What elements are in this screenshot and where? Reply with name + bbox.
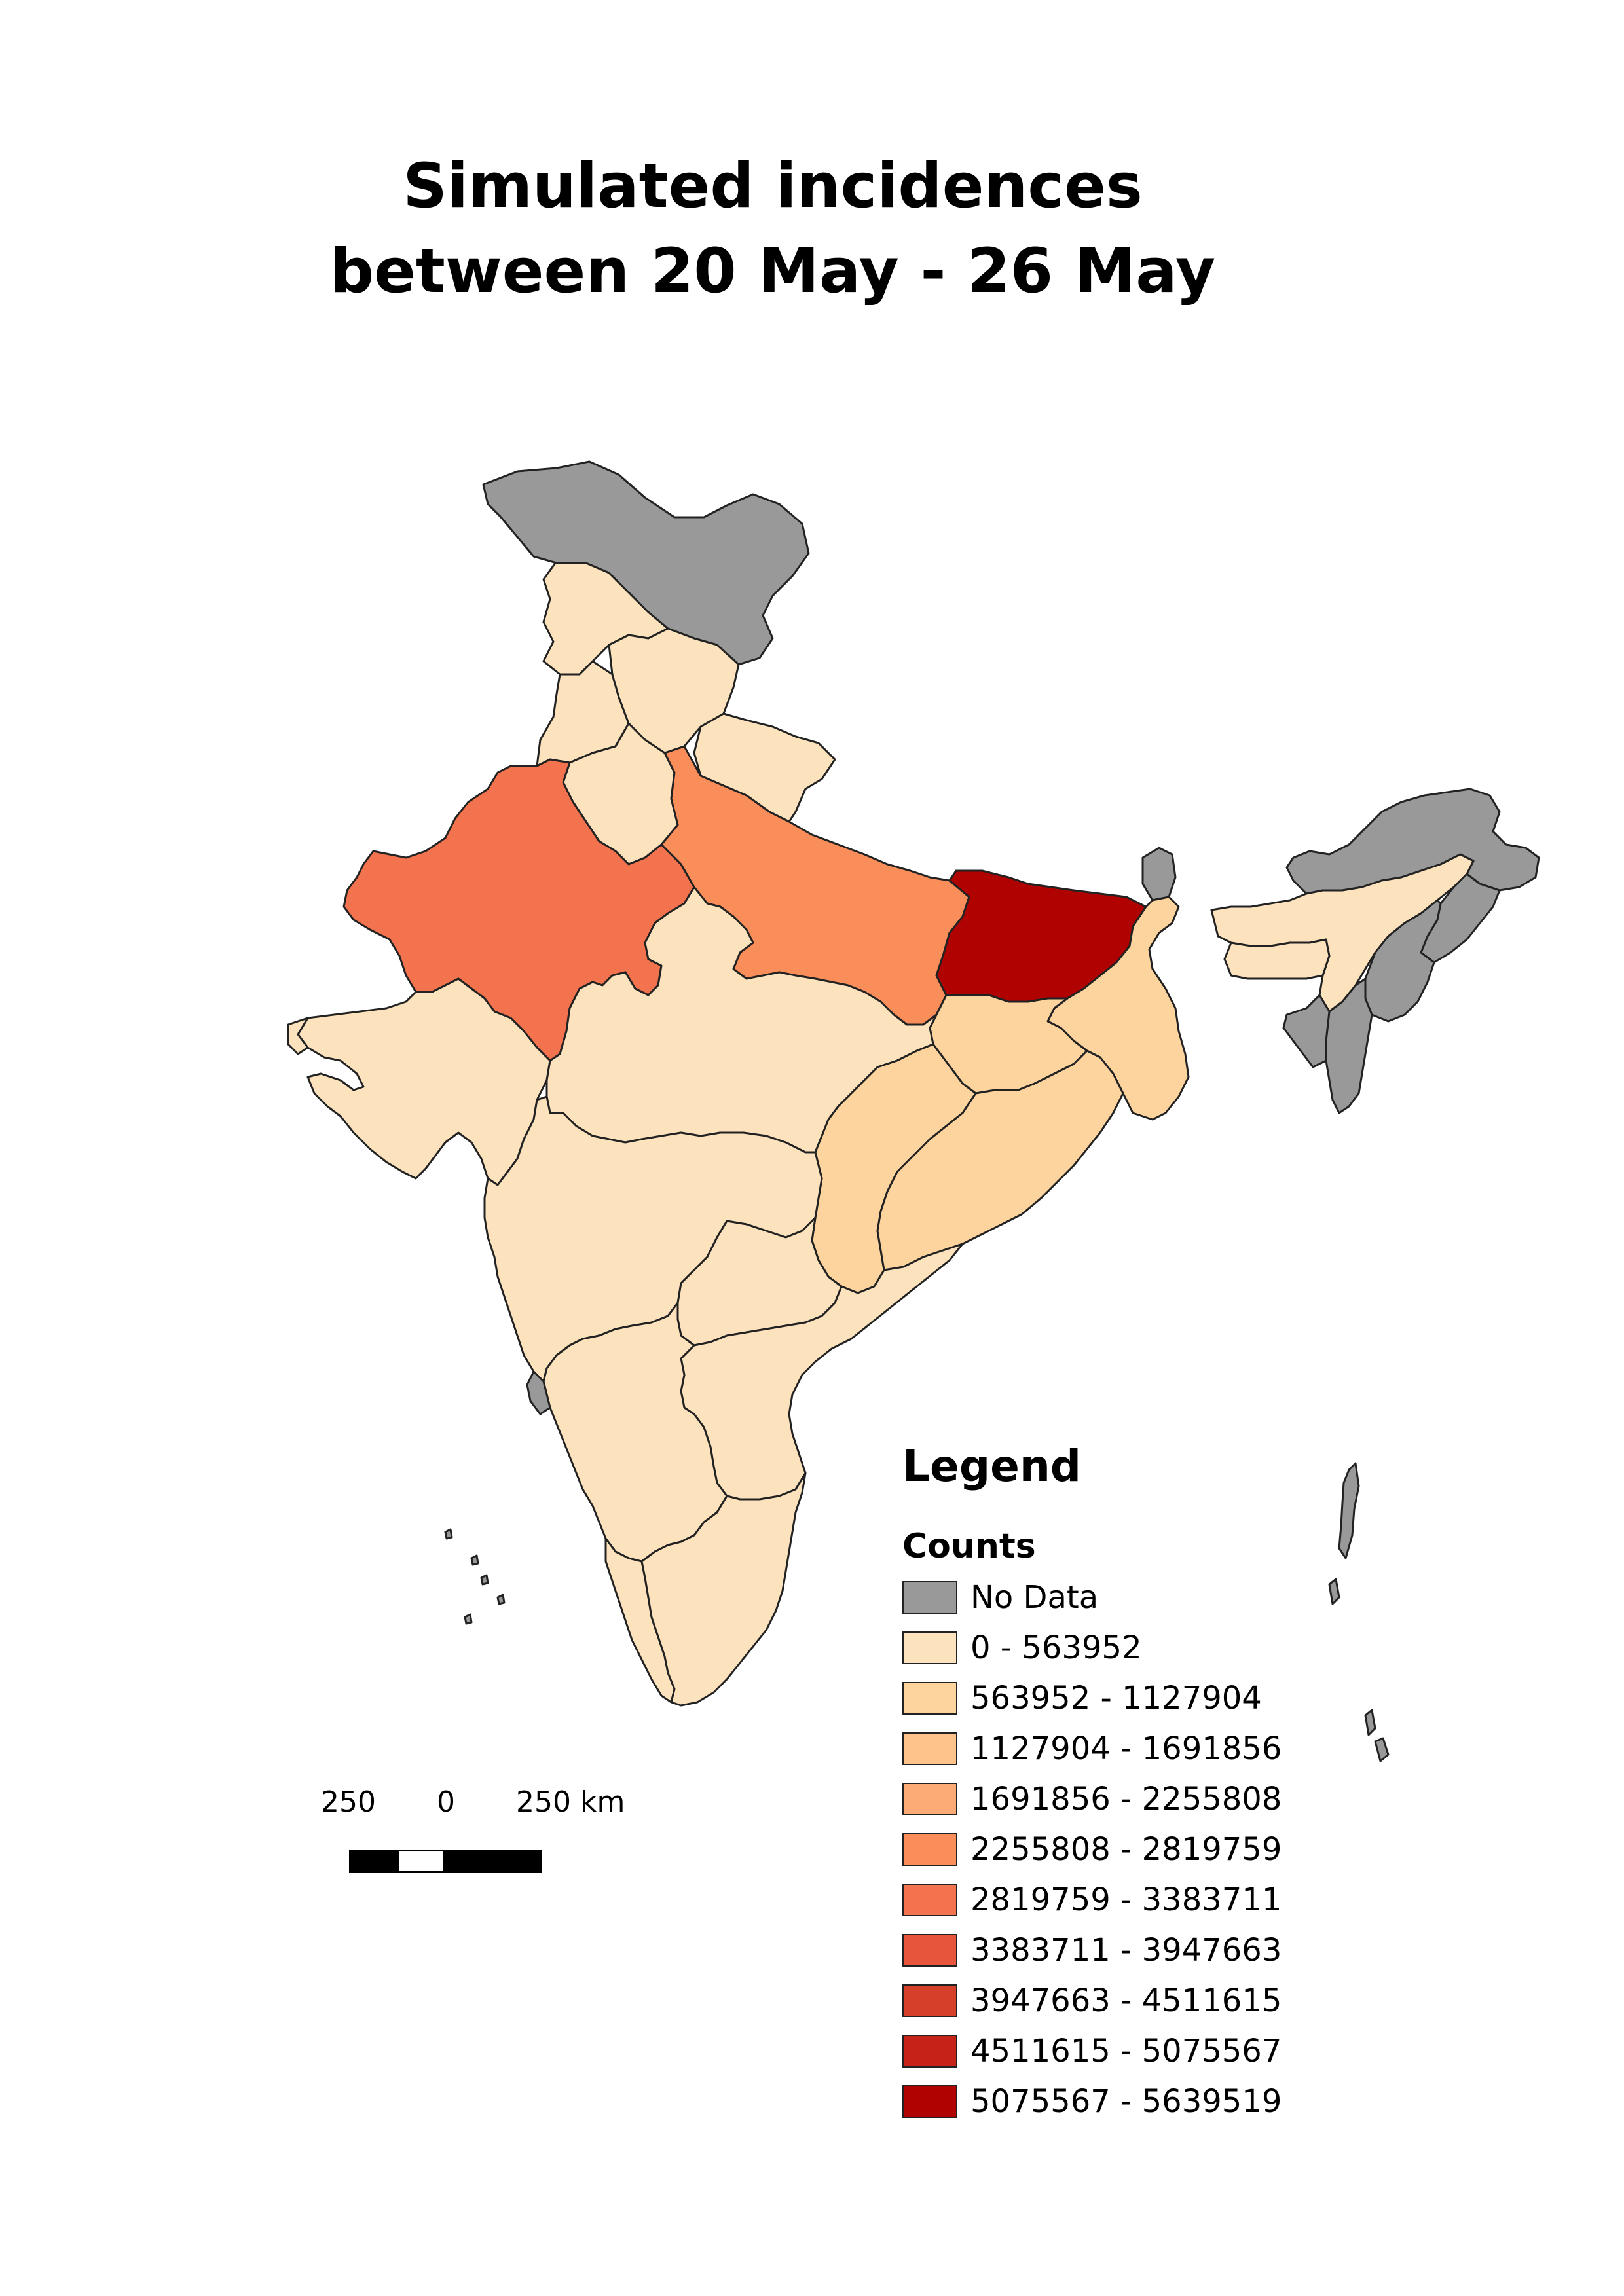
legend-label: 563952 - 1127904 [970,1679,1262,1717]
legend-label: 0 - 563952 [970,1629,1142,1666]
legend-swatch [902,1933,957,1967]
scale-bar-right-label: 250 km [516,1785,625,1819]
legend-heading: Legend [902,1441,1082,1491]
region-goa [526,1370,551,1415]
legend-item: No Data [902,1572,1361,1622]
legend-label: 5075567 - 5639519 [970,2083,1282,2120]
legend-item: 1127904 - 1691856 [902,1723,1361,1774]
map-title-line-1: Simulated incidences [403,151,1143,222]
scale-bar-mid-label: 0 [437,1785,455,1819]
legend-label: No Data [970,1578,1099,1616]
legend-label: 1127904 - 1691856 [970,1730,1282,1767]
legend-item: 4511615 - 5075567 [902,2026,1361,2076]
legend-label: 3383711 - 3947663 [970,1931,1282,1969]
legend-items: No Data 0 - 563952 563952 - 1127904 1127904… [902,1572,1361,2126]
region-west-bengal [1046,896,1190,1121]
legend-item: 3947663 - 4511615 [902,1975,1361,2026]
scale-bar-segment-1 [349,1850,399,1873]
region-gujarat [297,977,551,1186]
legend-item: 3383711 - 3947663 [902,1925,1361,1975]
legend-item: 2819759 - 3383711 [902,1874,1361,1925]
legend-swatch [902,1681,957,1715]
legend-swatch [902,2034,957,2068]
scale-bar-segment-3 [443,1850,542,1873]
region-mizoram [1325,977,1373,1114]
region-andaman-nicobar [1328,1462,1390,1762]
region-gujarat-kutch-coast [287,1017,309,1055]
legend-swatch [902,1782,957,1815]
legend: Legend Counts No Data 0 - 563952 563952 - … [902,1437,1361,2126]
legend-item: 1691856 - 2255808 [902,1774,1361,1824]
legend-item: 563952 - 1127904 [902,1673,1361,1723]
legend-swatch [902,1832,957,1866]
region-tripura [1282,994,1331,1068]
region-karnataka [542,1302,728,1563]
legend-swatch [902,1631,957,1664]
region-sikkim [1141,847,1177,902]
legend-item: 2255808 - 2819759 [902,1824,1361,1874]
region-tamil-nadu [640,1472,807,1707]
legend-swatch [902,1732,957,1765]
region-himachal-pradesh [542,562,669,676]
legend-swatch [902,1984,957,2017]
legend-swatch [902,2085,957,2118]
legend-subheading: Counts [902,1527,1036,1566]
region-meghalaya [1223,938,1331,980]
legend-label: 4511615 - 5075567 [970,2032,1282,2069]
legend-label: 2819759 - 3383711 [970,1881,1282,1918]
legend-swatch [902,1580,957,1614]
legend-swatch [902,1883,957,1916]
map-title: Simulated incidences between 20 May - 26… [0,144,1545,314]
legend-label: 1691856 - 2255808 [970,1780,1282,1817]
scale-bar-left-label: 250 [321,1785,376,1819]
scale-bar: 250 0 250 km [321,1784,635,1882]
scale-bar-segment-2 [397,1850,445,1873]
legend-label: 3947663 - 4511615 [970,1982,1282,2019]
legend-label: 2255808 - 2819759 [970,1831,1282,1868]
legend-item: 0 - 563952 [902,1622,1361,1673]
legend-item: 5075567 - 5639519 [902,2076,1361,2126]
region-odisha [876,1049,1124,1271]
region-lakshadweep [444,1528,506,1625]
map-title-line-2: between 20 May - 26 May [329,236,1216,307]
